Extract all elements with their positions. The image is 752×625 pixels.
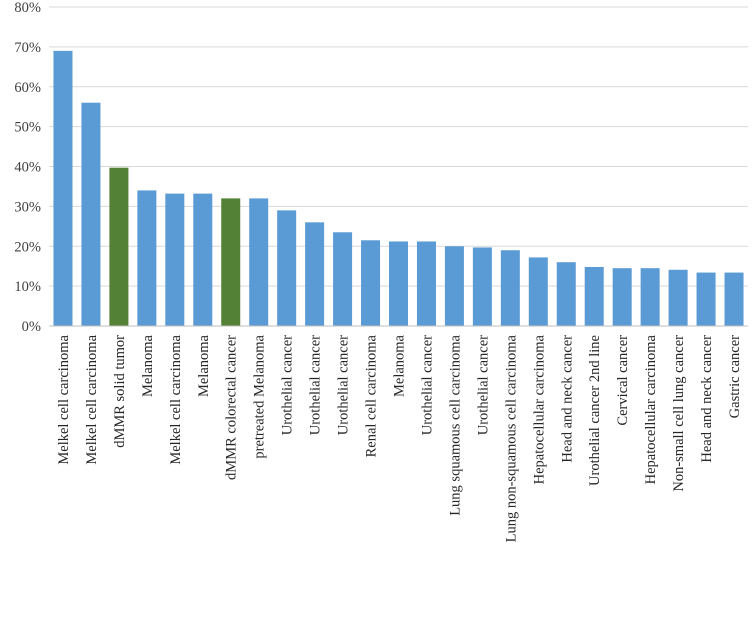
y-tick-label: 40%: [14, 160, 41, 176]
bar: [388, 241, 409, 326]
x-category-label: pretreated Melanoma: [252, 334, 268, 458]
x-category-label: Hepatocellular carcinoma: [531, 334, 547, 484]
y-axis-tick-labels: 0% 10% 20% 30% 40% 50% 60% 70% 80%: [14, 0, 41, 335]
bar: [472, 247, 492, 326]
bar: [137, 190, 157, 326]
bar: [500, 250, 520, 326]
x-category-label: Lung squamous cell carcinoma: [447, 334, 463, 515]
x-category-label: Head and neck cancer: [699, 335, 715, 463]
bar: [612, 268, 632, 326]
x-axis-category-labels: Melkel cell carcinoma Melkel cell carcino…: [56, 334, 743, 542]
bar: [81, 102, 101, 326]
bar: [249, 198, 269, 326]
x-category-label: Melkel cell carcinoma: [56, 334, 72, 464]
bar: [444, 246, 464, 326]
x-category-label: dMMR colorectal cancer: [224, 335, 240, 480]
bar: [640, 268, 660, 326]
y-tick-label: 50%: [14, 120, 41, 136]
y-tick-label: 60%: [14, 80, 41, 96]
x-category-label: Urothelial cancer: [336, 335, 352, 435]
bar: [165, 193, 185, 326]
x-category-label: Melanoma: [392, 334, 408, 397]
bar: [221, 198, 241, 326]
y-tick-label: 30%: [14, 199, 41, 215]
x-category-label: Urothelial cancer 2nd line: [587, 335, 603, 486]
bar: [416, 241, 436, 326]
bar: [361, 240, 381, 326]
x-category-label: Melanoma: [196, 334, 212, 397]
bar: [333, 232, 353, 326]
x-category-label: Melkel cell carcinoma: [84, 334, 100, 464]
x-category-label: Non-small cell lung cancer: [671, 335, 687, 492]
x-category-label: Renal cell carcinoma: [364, 334, 380, 457]
bar: [277, 210, 297, 326]
bar: [668, 269, 688, 326]
y-tick-label: 80%: [14, 0, 41, 16]
bar: [193, 193, 213, 326]
bar: [109, 167, 129, 326]
x-category-label: Urothelial cancer: [280, 335, 296, 435]
x-category-label: Melkel cell carcinoma: [168, 334, 184, 464]
y-tick-label: 70%: [14, 40, 41, 56]
bar: [556, 262, 576, 326]
bar: [53, 50, 73, 327]
y-tick-label: 0%: [22, 319, 41, 335]
x-category-label: Urothelial cancer: [308, 335, 324, 435]
x-category-label: Urothelial cancer: [419, 335, 435, 435]
x-category-label: Gastric cancer: [727, 335, 743, 418]
y-tick-label: 10%: [14, 279, 41, 295]
bar: [584, 266, 604, 326]
x-category-label: Lung non-squamous cell carcinoma: [503, 334, 519, 542]
bar: [696, 272, 716, 326]
bar: [305, 222, 325, 326]
x-category-label: Cervical cancer: [615, 335, 631, 426]
x-category-label: dMMR solid tumor: [112, 335, 128, 448]
bar: [724, 272, 744, 326]
x-category-label: Hepatocellular carcinoma: [643, 334, 659, 484]
x-category-label: Urothelial cancer: [475, 335, 491, 435]
bar: [528, 257, 548, 326]
x-category-label: Melanoma: [140, 334, 156, 397]
y-tick-label: 20%: [14, 239, 41, 255]
bars: [53, 50, 744, 327]
x-category-label: Head and neck cancer: [559, 335, 575, 463]
